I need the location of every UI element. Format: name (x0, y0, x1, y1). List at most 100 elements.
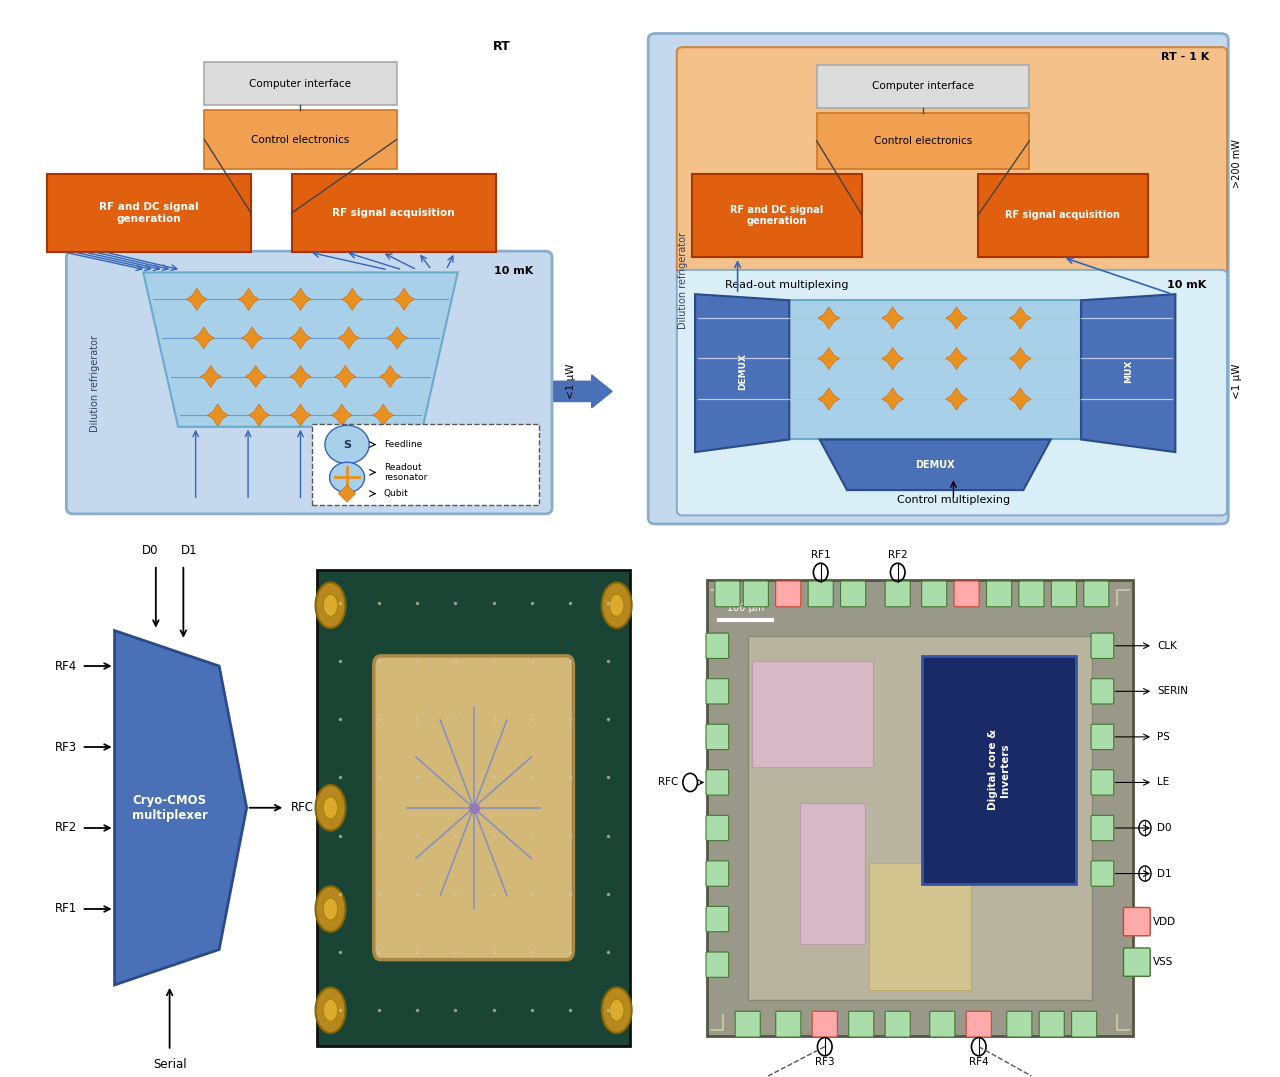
Text: SERIN: SERIN (1157, 686, 1188, 697)
Text: RFC: RFC (658, 778, 678, 787)
Polygon shape (790, 300, 1082, 439)
Polygon shape (332, 404, 352, 426)
Text: RF1: RF1 (812, 549, 831, 560)
FancyBboxPatch shape (677, 47, 1228, 275)
FancyBboxPatch shape (707, 861, 728, 886)
Circle shape (602, 583, 632, 628)
Polygon shape (115, 630, 247, 984)
FancyBboxPatch shape (929, 1011, 955, 1037)
FancyBboxPatch shape (966, 1011, 991, 1037)
Circle shape (323, 999, 338, 1021)
Text: RT - 1 K: RT - 1 K (1161, 52, 1208, 62)
Polygon shape (338, 326, 360, 349)
FancyBboxPatch shape (735, 1011, 760, 1037)
Text: VSS: VSS (1153, 957, 1174, 967)
Text: 10 mK: 10 mK (1166, 280, 1206, 290)
FancyBboxPatch shape (1091, 861, 1114, 886)
Polygon shape (818, 388, 840, 410)
Text: Dilution refrigerator: Dilution refrigerator (91, 335, 100, 432)
Text: Feedline: Feedline (384, 440, 422, 449)
Polygon shape (882, 307, 904, 330)
Circle shape (609, 595, 625, 616)
Polygon shape (200, 365, 221, 388)
FancyBboxPatch shape (1124, 948, 1151, 977)
FancyBboxPatch shape (1091, 815, 1114, 841)
Text: 10 mK: 10 mK (494, 266, 534, 276)
FancyBboxPatch shape (1051, 581, 1076, 606)
FancyBboxPatch shape (808, 581, 833, 606)
Polygon shape (242, 326, 262, 349)
Circle shape (325, 425, 369, 464)
Text: RF and DC signal
generation: RF and DC signal generation (731, 205, 824, 226)
Polygon shape (338, 485, 356, 502)
FancyBboxPatch shape (869, 864, 970, 990)
Polygon shape (882, 388, 904, 410)
Polygon shape (394, 289, 415, 310)
Polygon shape (342, 289, 362, 310)
Circle shape (315, 583, 346, 628)
Text: RF signal acquisition: RF signal acquisition (333, 208, 454, 218)
FancyBboxPatch shape (776, 1011, 801, 1037)
Polygon shape (291, 365, 311, 388)
Polygon shape (143, 272, 458, 426)
FancyBboxPatch shape (67, 251, 552, 514)
FancyBboxPatch shape (817, 65, 1029, 108)
Text: Cryo-CMOS
multiplexer: Cryo-CMOS multiplexer (132, 794, 207, 822)
Polygon shape (207, 404, 228, 426)
Polygon shape (1010, 348, 1032, 369)
FancyBboxPatch shape (707, 633, 728, 658)
FancyBboxPatch shape (813, 1011, 837, 1037)
Circle shape (323, 797, 338, 819)
FancyBboxPatch shape (1019, 581, 1044, 606)
FancyBboxPatch shape (1091, 633, 1114, 658)
FancyBboxPatch shape (374, 656, 573, 960)
FancyBboxPatch shape (205, 111, 397, 169)
FancyBboxPatch shape (707, 724, 728, 750)
FancyBboxPatch shape (954, 581, 979, 606)
Polygon shape (246, 365, 266, 388)
Polygon shape (291, 404, 311, 426)
FancyBboxPatch shape (849, 1011, 874, 1037)
Text: <1 μW: <1 μW (1233, 364, 1243, 398)
Polygon shape (291, 289, 311, 310)
FancyBboxPatch shape (1124, 908, 1151, 936)
Text: RF4: RF4 (969, 1057, 988, 1067)
Text: PS: PS (1157, 732, 1170, 742)
FancyBboxPatch shape (1091, 724, 1114, 750)
FancyBboxPatch shape (707, 907, 728, 932)
Text: RF3: RF3 (55, 741, 77, 754)
FancyBboxPatch shape (692, 173, 863, 257)
Polygon shape (248, 404, 270, 426)
Polygon shape (193, 326, 214, 349)
Polygon shape (291, 326, 311, 349)
Text: Computer interface: Computer interface (872, 82, 974, 92)
FancyBboxPatch shape (205, 62, 397, 106)
FancyArrow shape (554, 375, 612, 408)
Polygon shape (695, 294, 790, 452)
Circle shape (609, 999, 625, 1021)
Polygon shape (946, 348, 968, 369)
Text: RF signal acquisition: RF signal acquisition (1006, 210, 1120, 221)
Text: Control electronics: Control electronics (874, 136, 973, 145)
Circle shape (315, 785, 346, 830)
FancyBboxPatch shape (748, 635, 1092, 1001)
Text: Qubit: Qubit (384, 489, 408, 499)
Text: Dilution refrigerator: Dilution refrigerator (678, 232, 687, 328)
FancyBboxPatch shape (707, 815, 728, 841)
FancyBboxPatch shape (817, 113, 1029, 169)
FancyBboxPatch shape (886, 581, 910, 606)
Polygon shape (387, 326, 407, 349)
Polygon shape (1010, 388, 1032, 410)
Circle shape (315, 886, 346, 932)
FancyBboxPatch shape (886, 1011, 910, 1037)
Text: RF3: RF3 (815, 1057, 835, 1067)
Text: D1: D1 (1157, 868, 1171, 879)
FancyBboxPatch shape (716, 581, 740, 606)
Circle shape (315, 988, 346, 1033)
Text: RFC: RFC (291, 801, 314, 814)
FancyBboxPatch shape (922, 581, 947, 606)
FancyBboxPatch shape (47, 173, 251, 252)
Text: Computer interface: Computer interface (250, 79, 352, 89)
FancyBboxPatch shape (677, 270, 1228, 516)
FancyBboxPatch shape (1071, 1011, 1097, 1037)
